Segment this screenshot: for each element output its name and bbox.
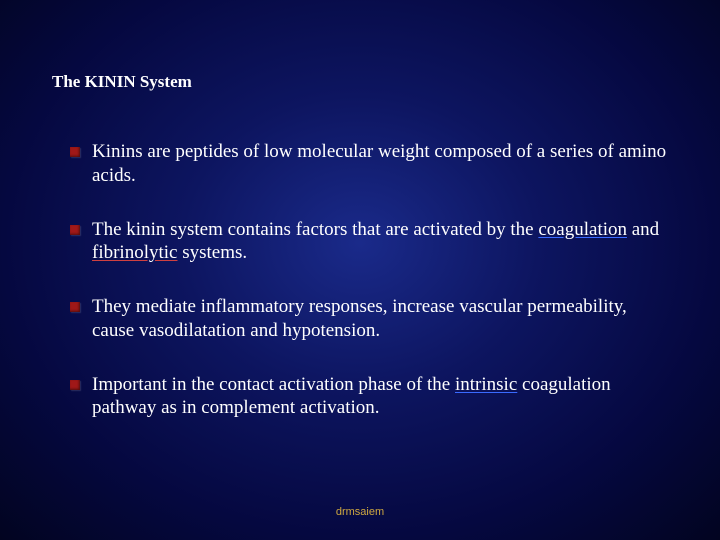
slide-container: The KININ System Kinins are peptides of …	[0, 0, 720, 420]
slide-footer: drmsaiem	[0, 506, 720, 518]
bullet-item: They mediate inflammatory responses, inc…	[70, 295, 672, 343]
bullet-item: Kinins are peptides of low molecular wei…	[70, 140, 672, 188]
bullet-text-segment: systems.	[177, 242, 247, 263]
bullet-list: Kinins are peptides of low molecular wei…	[48, 140, 672, 420]
bullet-text-segment: coagulation	[538, 219, 627, 240]
bullet-text-segment: Important in the contact activation phas…	[92, 374, 455, 395]
bullet-text-segment: intrinsic	[455, 374, 517, 395]
bullet-item: Important in the contact activation phas…	[70, 373, 672, 421]
bullet-text-segment: and	[627, 219, 659, 240]
bullet-text-segment: fibrinolytic	[92, 242, 177, 263]
bullet-text-segment: Kinins are peptides of low molecular wei…	[92, 141, 666, 186]
bullet-text-segment: The kinin system contains factors that a…	[92, 219, 538, 240]
bullet-text-segment: They mediate inflammatory responses, inc…	[92, 296, 627, 341]
bullet-item: The kinin system contains factors that a…	[70, 218, 672, 266]
slide-title: The KININ System	[52, 72, 672, 92]
